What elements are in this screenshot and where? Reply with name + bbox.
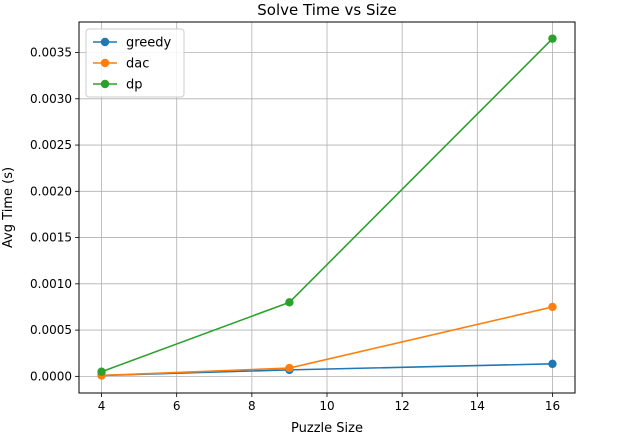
y-tick-label: 0.0010 xyxy=(30,277,72,291)
y-tick-label: 0.0025 xyxy=(30,138,72,152)
x-tick-label: 12 xyxy=(395,399,410,413)
data-point-greedy xyxy=(548,359,557,369)
legend-label-greedy: greedy xyxy=(126,36,172,51)
ticks: 4 6 8 10 12 14 16 0.0000 0.0005 0.0010 0.0015 0.002… xyxy=(30,46,560,413)
x-tick-label: 14 xyxy=(470,399,485,413)
chart-title: Solve Time vs Size xyxy=(257,1,396,19)
data-point-dp xyxy=(548,34,557,43)
x-tick-label: 10 xyxy=(319,399,334,413)
x-tick-label: 6 xyxy=(173,399,181,413)
y-tick-label: 0.0020 xyxy=(30,184,72,198)
y-tick-label: 0.0015 xyxy=(30,231,72,245)
legend-marker-dp xyxy=(100,79,110,89)
x-axis-label: Puzzle Size xyxy=(291,421,363,436)
grid xyxy=(79,22,575,393)
data-point-dac xyxy=(285,363,294,373)
y-tick-label: 0.0030 xyxy=(30,92,72,106)
y-tick-label: 0.0000 xyxy=(30,369,72,383)
legend-item-dp: dp xyxy=(93,78,143,93)
y-axis-label: Avg Time (s) xyxy=(1,167,16,248)
y-tick-label: 0.0035 xyxy=(30,46,72,60)
series-dac xyxy=(97,302,557,380)
legend-label-dp: dp xyxy=(126,78,143,93)
legend-item-greedy: greedy xyxy=(93,36,172,51)
y-tick-label: 0.0005 xyxy=(30,323,72,337)
x-tick-label: 4 xyxy=(98,399,106,413)
legend-marker-greedy xyxy=(100,37,110,47)
x-tick-label: 8 xyxy=(248,399,256,413)
data-point-dp xyxy=(97,367,106,376)
series-layer xyxy=(97,34,557,380)
legend-marker-dac xyxy=(100,58,110,68)
legend-box xyxy=(85,28,185,98)
data-point-dp xyxy=(285,298,294,307)
data-point-dac xyxy=(548,302,557,312)
legend: greedy dac dp xyxy=(85,28,185,98)
legend-label-dac: dac xyxy=(126,57,149,72)
legend-item-dac: dac xyxy=(93,57,149,72)
x-tick-label: 16 xyxy=(545,399,560,413)
series-dp xyxy=(97,34,557,376)
